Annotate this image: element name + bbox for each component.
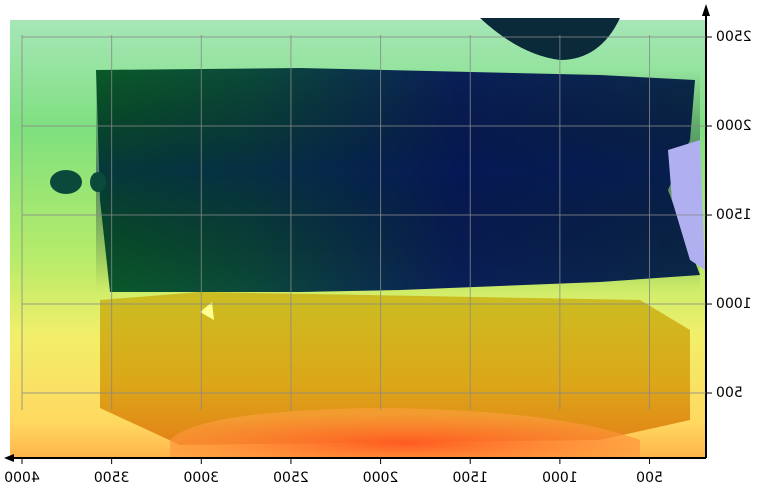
x-tick-label: 2000 (363, 470, 399, 486)
x-tick-label: 3500 (94, 470, 130, 486)
x-tick-label: 1500 (452, 470, 488, 486)
x-arrow (4, 454, 14, 462)
y-tick-label: 500 (716, 385, 743, 401)
y-tick-label: 1500 (716, 207, 752, 223)
plot-background (10, 18, 706, 458)
x-tick-label: 2500 (273, 470, 309, 486)
y-tick-label: 2500 (716, 29, 752, 45)
y-arrow (702, 4, 710, 16)
y-tick-label: 2000 (716, 118, 752, 134)
x-tick-label: 500 (636, 470, 663, 486)
x-tick-label: 1000 (542, 470, 578, 486)
y-tick-label: 1000 (716, 296, 752, 312)
x-tick-label: 3000 (183, 470, 219, 486)
x-tick-label: 4000 (4, 470, 40, 486)
